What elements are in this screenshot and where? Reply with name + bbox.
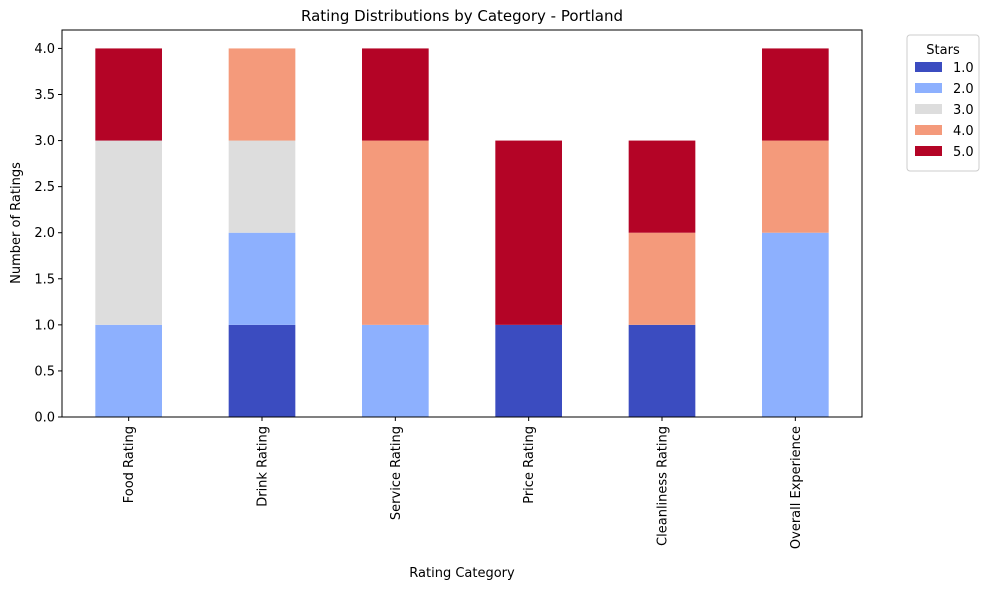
x-axis-label: Rating Category [409,566,515,581]
legend-title: Stars [926,43,960,58]
y-tick-label: 3.5 [34,88,55,103]
x-tick-label: Service Rating [389,426,404,520]
legend-items: 1.0 2.0 3.0 4.0 5.0 [915,61,974,160]
legend: Stars 1.0 2.0 3.0 4.0 5.0 [906,34,980,172]
x-tick-label: Cleanliness Rating [656,426,671,546]
legend-label: 2.0 [953,82,974,97]
legend-swatch [915,125,942,135]
x-axis: Food Rating Drink Rating Service Rating Pri… [122,417,804,549]
y-tick-label: 3.0 [34,134,55,149]
bar-segment [228,140,296,233]
bar-segment [628,232,696,325]
y-tick-label: 2.0 [34,226,55,241]
legend-swatch [915,104,942,114]
bar-segment [95,48,162,141]
bar-segment [628,140,696,233]
bar-segment [362,48,429,141]
legend-label: 4.0 [953,124,974,139]
y-tick-label: 1.0 [34,318,55,333]
y-tick-label: 0.5 [34,364,55,379]
bar-segment [362,324,429,417]
y-tick-label: 2.5 [34,180,55,195]
legend-swatch [915,83,942,93]
chart-title: Rating Distributions by Category - Portl… [301,7,623,25]
bar-segment [228,324,296,417]
bar-segment [228,48,296,141]
x-tick-label: Drink Rating [256,426,271,507]
legend-swatch [915,62,942,72]
x-tick-label: Food Rating [122,426,137,503]
bar-segment [495,140,562,325]
y-tick-label: 4.0 [34,42,55,57]
legend-swatch [915,146,942,156]
bar-segment [95,324,162,417]
bar-segment [628,324,696,417]
bar-segment [762,48,829,141]
y-tick-label: 1.5 [34,272,55,287]
plot-area-frame [61,29,863,418]
bar-segment [762,140,829,233]
legend-label: 5.0 [953,145,974,160]
bar-segment [362,140,429,325]
y-tick-label: 0.0 [34,411,55,426]
bar-segment [95,140,162,325]
y-axis: 0.0 0.5 1.0 1.5 2.0 2.5 3.0 3.5 4.0 [34,42,62,426]
bar-segment [228,232,296,325]
bar-segment [762,232,829,417]
bar-segment [495,324,562,417]
legend-label: 1.0 [953,61,974,76]
bars-layer [95,48,829,417]
x-tick-label: Price Rating [522,426,537,504]
x-tick-label: Overall Experience [789,426,804,549]
legend-label: 3.0 [953,103,974,118]
y-axis-label: Number of Ratings [9,162,24,284]
